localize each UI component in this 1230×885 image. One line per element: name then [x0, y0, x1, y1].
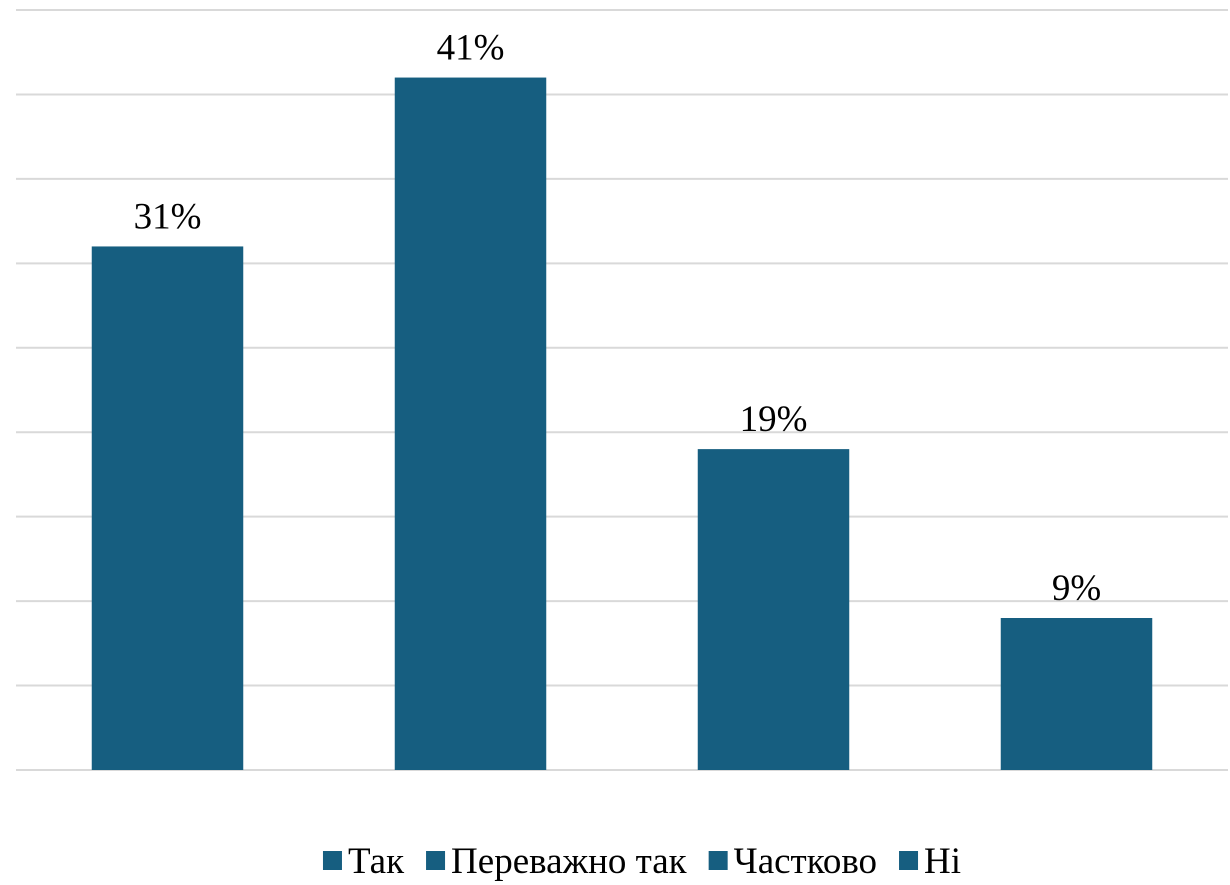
- legend-label: Переважно так: [451, 841, 688, 882]
- legend-swatch: [708, 851, 728, 870]
- data-label: 31%: [134, 196, 202, 237]
- legend-label: Так: [348, 841, 405, 882]
- data-label: 9%: [1052, 568, 1101, 609]
- legend-swatch: [899, 851, 919, 870]
- legend-label: Ні: [924, 841, 961, 882]
- legend-swatch: [426, 851, 446, 870]
- bar: [394, 77, 547, 771]
- legend-swatch: [322, 851, 342, 870]
- legend-label: Частково: [734, 841, 877, 882]
- data-label: 19%: [740, 399, 808, 440]
- bar: [91, 246, 244, 770]
- bar: [1000, 618, 1153, 770]
- bar: [697, 449, 850, 770]
- data-label: 41%: [437, 28, 505, 69]
